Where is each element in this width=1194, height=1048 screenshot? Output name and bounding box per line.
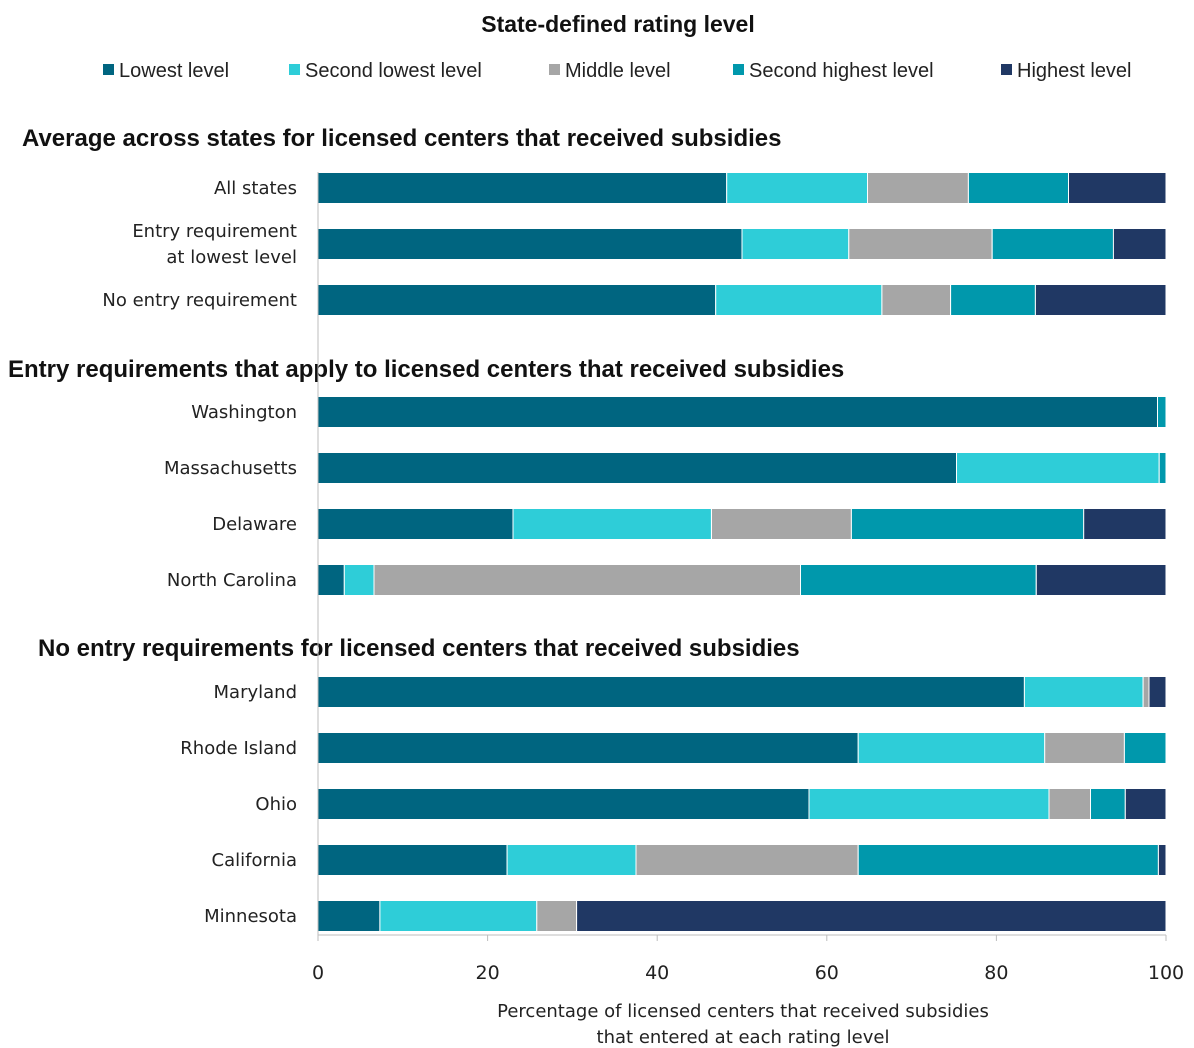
bar-segment xyxy=(1112,228,1167,260)
chart-sections: Average across states for licensed cente… xyxy=(8,125,1167,932)
x-tick-label: 80 xyxy=(984,962,1008,984)
bar-segment xyxy=(1157,844,1167,876)
bar-segment xyxy=(317,228,743,260)
bar-segment xyxy=(379,900,538,932)
bar-segment xyxy=(1157,396,1167,428)
bar-segment xyxy=(1023,676,1144,708)
bar-segment xyxy=(711,508,852,540)
bar-segment xyxy=(317,564,345,596)
x-tick-label: 0 xyxy=(312,962,324,984)
bar-segment xyxy=(1048,788,1092,820)
bar-segment xyxy=(1148,676,1167,708)
row-label: No entry requirement xyxy=(102,290,297,311)
row-label: Entry requirement at lowest level xyxy=(132,221,297,268)
chart-section: Average across states for licensed cente… xyxy=(22,125,1167,316)
bar-segment xyxy=(1158,452,1167,484)
bar-segment xyxy=(956,452,1160,484)
bar-segment xyxy=(1124,788,1167,820)
legend-swatch xyxy=(733,64,744,75)
section-title: Average across states for licensed cente… xyxy=(22,125,781,152)
legend: Lowest level Second lowest level Middle le… xyxy=(103,60,1132,82)
bar-segment xyxy=(1044,732,1125,764)
legend-label: Second lowest level xyxy=(305,60,482,82)
bar-segment xyxy=(635,844,859,876)
bar-segment xyxy=(317,732,859,764)
bar-segment xyxy=(1083,508,1167,540)
row-label: Minnesota xyxy=(204,906,297,927)
legend-label: Second highest level xyxy=(749,60,934,82)
bar-segment xyxy=(317,172,728,204)
row-label: Maryland xyxy=(214,682,297,703)
bar-segment xyxy=(867,172,969,204)
bar-segment xyxy=(317,788,810,820)
bar-segment xyxy=(317,452,957,484)
bar-segment xyxy=(317,844,508,876)
x-axis-title: Percentage of licensed centers that rece… xyxy=(497,1001,989,1022)
legend-swatch xyxy=(103,64,114,75)
bar-segment xyxy=(1142,676,1150,708)
row-label: Washington xyxy=(191,402,297,423)
bar-segment xyxy=(1034,284,1167,316)
bar-segment xyxy=(512,508,712,540)
bar-segment xyxy=(1090,788,1126,820)
bar-segment xyxy=(317,396,1158,428)
legend-label: Highest level xyxy=(1017,60,1132,82)
bar-segment xyxy=(991,228,1115,260)
x-tick-label: 60 xyxy=(815,962,839,984)
bar-segment xyxy=(1123,732,1167,764)
bar-segment xyxy=(950,284,1036,316)
section-title: Entry requirements that apply to license… xyxy=(8,356,844,383)
bar-segment xyxy=(506,844,637,876)
legend-swatch xyxy=(289,64,300,75)
bar-segment xyxy=(726,172,869,204)
bar-segment xyxy=(857,732,1046,764)
bar-segment xyxy=(881,284,952,316)
chart-section: No entry requirements for licensed cente… xyxy=(38,635,1167,932)
chart-section: Entry requirements that apply to license… xyxy=(8,356,1167,596)
bar-segment xyxy=(317,676,1025,708)
bar-segment xyxy=(848,228,993,260)
legend-title: State-defined rating level xyxy=(481,11,755,37)
row-label: North Carolina xyxy=(167,570,297,591)
x-tick-label: 100 xyxy=(1148,962,1184,984)
bar-segment xyxy=(857,844,1159,876)
bar-segment xyxy=(536,900,578,932)
x-axis: 0 20 40 60 80 100 Percentage of licensed cente… xyxy=(312,172,1184,1048)
legend-swatch xyxy=(549,64,560,75)
x-tick-label: 40 xyxy=(645,962,669,984)
bar-segment xyxy=(576,900,1167,932)
row-label: California xyxy=(212,850,297,871)
bar-segment xyxy=(800,564,1037,596)
bar-segment xyxy=(317,284,717,316)
bar-segment xyxy=(1068,172,1167,204)
bar-segment xyxy=(808,788,1050,820)
bar-segment xyxy=(741,228,850,260)
row-label: Delaware xyxy=(212,514,297,535)
bar-segment xyxy=(1035,564,1167,596)
row-label: Ohio xyxy=(255,794,297,815)
x-tick-label: 20 xyxy=(476,962,500,984)
bar-segment xyxy=(317,508,514,540)
legend-label: Middle level xyxy=(565,60,671,82)
row-label: Massachusetts xyxy=(164,458,297,479)
bar-segment xyxy=(343,564,375,596)
legend-label: Lowest level xyxy=(119,60,229,82)
section-title: No entry requirements for licensed cente… xyxy=(38,635,800,662)
row-label: Rhode Island xyxy=(180,738,297,759)
bar-segment xyxy=(850,508,1085,540)
row-label: All states xyxy=(214,178,297,199)
bar-segment xyxy=(317,900,381,932)
bar-segment xyxy=(715,284,883,316)
legend-swatch xyxy=(1001,64,1012,75)
x-axis-title: that entered at each rating level xyxy=(597,1027,890,1048)
bar-segment xyxy=(373,564,801,596)
bar-segment xyxy=(967,172,1070,204)
